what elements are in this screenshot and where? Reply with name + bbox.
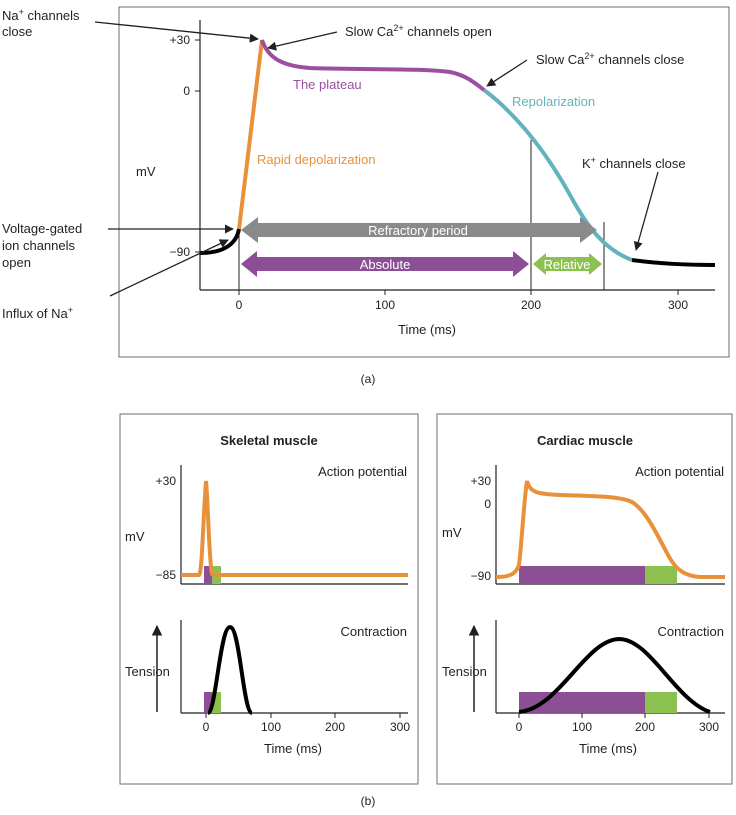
x-tick-label: 200 [635, 720, 655, 734]
y-tick-label: −90 [471, 569, 492, 583]
cardiac-x-axis-label: Time (ms) [579, 741, 637, 756]
post-potential-curve [631, 258, 716, 267]
x-tick-label: 100 [261, 720, 281, 734]
ca-open-pointer [267, 31, 338, 51]
x-tick-label: 0 [236, 298, 243, 312]
y-tick-label: 0 [183, 84, 190, 98]
y-tick-label: +30 [170, 33, 191, 47]
x-axis-label: Time (ms) [398, 322, 456, 337]
cardiac-title: Cardiac muscle [537, 433, 633, 448]
label-part: Slow Ca [345, 24, 394, 39]
refractory-period-arrow [241, 217, 597, 243]
cardiac-absolute-bar [519, 692, 645, 713]
label-superscript: 2+ [584, 51, 594, 61]
skeletal-ap-y-label: mV [125, 529, 145, 544]
x-tick-label: 0 [516, 720, 523, 734]
absolute-refractory-arrow [241, 251, 529, 277]
voltage-gated-label-line2: ion channels [2, 238, 75, 253]
x-tick-label: 200 [325, 720, 345, 734]
skeletal-panel-frame [119, 413, 419, 785]
label-part: Influx of Na [2, 306, 69, 321]
skeletal-contraction-label: Contraction [341, 624, 407, 639]
skeletal-tension-label: Tension [125, 664, 170, 679]
repolarization-label: Repolarization [512, 94, 595, 109]
voltage-gated-label-line3: open [2, 255, 31, 270]
label-superscript: 2+ [393, 23, 403, 33]
label-part: channels open [404, 24, 492, 39]
y-tick-label: +30 [471, 474, 492, 488]
skeletal-ap-label: Action potential [318, 464, 407, 479]
cardiac-ap-label: Action potential [635, 464, 724, 479]
rapid-depolarization-label: Rapid depolarization [257, 152, 376, 167]
na-close-pointer [94, 21, 259, 43]
skeletal-absolute-bar [204, 692, 212, 713]
label-part: K [582, 156, 591, 171]
label-part: Slow Ca [536, 52, 585, 67]
ca-channels-close-label: Slow Ca2+ channels close [536, 51, 684, 67]
rapid-depolarization-curve [237, 39, 264, 230]
skeletal-contraction-curve [206, 624, 254, 715]
relative-label: Relative [544, 257, 591, 272]
cardiac-ap-curve [495, 480, 725, 579]
panel-a-caption: (a) [361, 372, 376, 386]
relative-refractory-arrow [533, 253, 602, 275]
y-tick-label: −90 [170, 245, 191, 259]
ca-close-pointer [486, 59, 528, 87]
plateau-curve [260, 39, 486, 92]
label-part: channels close [596, 156, 686, 171]
label-superscript: + [591, 155, 596, 165]
label-part: channels close [595, 52, 685, 67]
cardiac-ap-y-label: mV [442, 525, 462, 540]
k-channels-close-label: K+ channels close [582, 155, 686, 171]
na-channels-close-label: Na+ channels [2, 7, 80, 23]
cardiac-panel-frame [436, 413, 733, 785]
x-tick-label: 300 [668, 298, 688, 312]
y-tick-label: +30 [156, 474, 177, 488]
absolute-label: Absolute [360, 257, 411, 272]
cardiac-relative-bar [645, 692, 677, 713]
skeletal-x-axis-label: Time (ms) [264, 741, 322, 756]
skeletal-absolute-bar [204, 566, 212, 584]
cardiac-contraction-label: Contraction [658, 624, 724, 639]
x-tick-label: 0 [203, 720, 210, 734]
panel-b-caption: (b) [361, 794, 376, 808]
repolarization-curve [482, 88, 633, 262]
x-tick-label: 100 [572, 720, 592, 734]
plateau-label: The plateau [293, 77, 362, 92]
label-superscript: + [68, 305, 73, 315]
x-tick-label: 100 [375, 298, 395, 312]
cardiac-tension-label: Tension [442, 664, 487, 679]
x-tick-label: 300 [390, 720, 410, 734]
voltage-gated-label-line1: Voltage-gated [2, 221, 82, 236]
x-tick-label: 300 [699, 720, 719, 734]
x-tick-label: 200 [521, 298, 541, 312]
na-influx-label: Influx of Na+ [2, 305, 73, 321]
na-channels-close-label-line2: close [2, 24, 32, 39]
refractory-period-label: Refractory period [368, 223, 468, 238]
ca-channels-open-label: Slow Ca2+ channels open [345, 23, 492, 39]
y-axis-label: mV [136, 164, 156, 179]
label-part: Na [2, 8, 19, 23]
label-superscript: + [19, 7, 24, 17]
skeletal-relative-bar [212, 692, 221, 713]
cardiac-contraction-curve [518, 636, 711, 714]
y-tick-label: 0 [484, 497, 491, 511]
cardiac-relative-bar [645, 566, 677, 584]
panel-a-frame [118, 6, 730, 358]
resting-potential-curve [199, 228, 241, 255]
label-part: channels [24, 8, 80, 23]
skeletal-title: Skeletal muscle [220, 433, 318, 448]
skeletal-ap-curve [181, 480, 408, 577]
y-tick-label: −85 [156, 568, 177, 582]
cardiac-absolute-bar [519, 566, 645, 584]
na-influx-pointer [109, 239, 229, 297]
k-close-pointer [633, 171, 659, 251]
